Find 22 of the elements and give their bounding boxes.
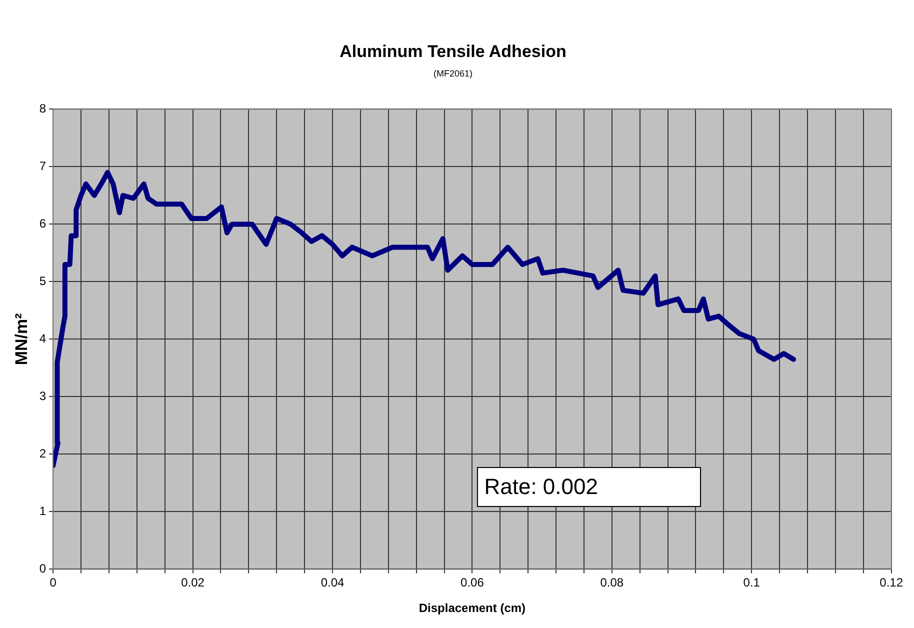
y-tick-label: 5 <box>39 274 46 288</box>
text-box: Rate: 0.002 <box>477 467 702 508</box>
x-axis-title: Displacement (cm) <box>418 601 526 616</box>
annotation: Rate: 0.002 <box>484 474 598 500</box>
y-tick-label: 8 <box>39 102 46 116</box>
x-tick-label: 0.1 <box>743 576 760 590</box>
y-tick-label: 7 <box>39 159 46 174</box>
y-axis-title: MN/m² <box>12 312 31 366</box>
chart-subtitle: (MF2061) <box>433 68 473 78</box>
x-tick-label: 0.08 <box>600 576 624 590</box>
chart-title: Aluminum Tensile Adhesion <box>340 42 566 61</box>
y-tick-label: 1 <box>39 504 46 518</box>
y-tick-label: 0 <box>39 562 46 576</box>
x-tick-label: 0.04 <box>320 576 344 590</box>
x-tick-label: 0.06 <box>460 576 484 590</box>
y-tick-label: 6 <box>39 216 46 231</box>
y-tick-label: 4 <box>39 332 46 346</box>
x-tick-label: 0.02 <box>181 576 205 590</box>
y-tick-label: 3 <box>39 389 46 404</box>
x-tick-label: 0.12 <box>880 576 904 590</box>
y-tick-label: 2 <box>39 446 46 461</box>
x-tick-label: 0 <box>50 576 57 590</box>
